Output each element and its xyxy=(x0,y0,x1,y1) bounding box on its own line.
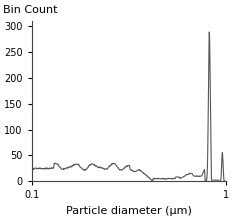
Text: Bin Count: Bin Count xyxy=(3,5,57,15)
X-axis label: Particle diameter (μm): Particle diameter (μm) xyxy=(66,206,192,216)
